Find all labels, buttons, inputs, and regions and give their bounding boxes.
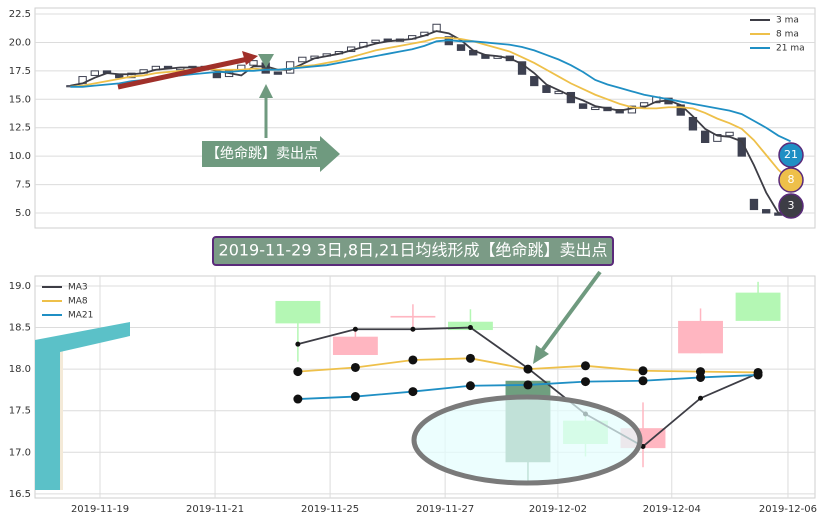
candle-body [713,134,722,142]
ma-point [293,394,303,404]
legend-label: MA3 [68,283,88,293]
candle-body [762,209,771,214]
plot-area [34,7,816,229]
candle-body [517,61,527,75]
end-badge-label: 8 [788,173,795,186]
ma-point [410,326,416,332]
ma-point [753,370,763,380]
candle-body [273,71,283,75]
ma-point [467,325,473,331]
plot-area [34,275,816,499]
x-tick-label: 2019-12-02 [529,504,587,515]
trend-arrow [117,56,249,90]
ma-point [638,376,648,386]
bottom-chart: 16.5 17.0 17.5 18.0 18.5 19.0 2019-11-19 2019-1… [9,275,817,515]
legend-label: MA8 [68,297,88,307]
candle-body [735,292,781,321]
y-tick-label: 7.5 [15,180,31,191]
y-tick-label: 17.0 [9,447,31,458]
ma-point [408,387,418,397]
candle-body [749,198,759,211]
x-tick-label: 2019-11-27 [416,504,474,515]
candle-body [591,106,600,111]
candle-body [90,70,99,76]
candle-body [678,320,723,354]
highlight-ellipse [411,394,643,486]
sell-arrow-head [259,84,273,98]
ma-point [293,367,303,377]
ma-point [580,377,590,387]
pointer-arrow [539,270,602,354]
legend-label: 21 ma [776,44,805,54]
candle-body [639,102,649,107]
ma-point [696,372,706,382]
y-tick-label: 12.5 [9,123,31,134]
end-badge [778,142,804,168]
annotation-box [202,136,340,172]
y-tick-label: 16.5 [9,489,31,500]
candle-body [578,103,588,109]
y-tick-label: 22.5 [9,9,31,20]
candle-body [390,315,436,318]
legend-label: 3 ma [776,16,799,26]
legend-label: MA21 [68,311,93,321]
trend-arrow-head [242,51,258,65]
top-chart: 5.0 7.5 10.0 12.5 15.0 17.5 20.0 22.5 3 ma 8 ma 21… [9,7,816,229]
candle-body [530,76,539,87]
ma-point [408,355,418,365]
candle-body [249,60,258,66]
candle-body [456,44,466,51]
candle-body [542,85,551,93]
candle-body [725,131,734,137]
ma-point [580,361,590,371]
ma-line [70,30,791,214]
candle-body [371,39,380,43]
y-tick-label: 17.5 [9,66,31,77]
x-tick-label: 2019-12-04 [643,504,701,515]
pointer-arrow-head [533,345,549,364]
banner [212,236,614,266]
sell-marker [258,54,274,68]
y-tick-label: 19.0 [9,281,31,292]
legend-label: 8 ma [776,30,799,40]
ma-point [523,364,533,374]
ma-point [465,381,475,391]
ma-point [523,380,533,390]
end-badge [778,193,804,219]
y-tick-label: 18.5 [9,323,31,334]
ma-point [350,362,360,372]
y-tick-label: 17.5 [9,406,31,417]
end-badge [778,167,804,193]
ma-point [465,353,475,363]
x-tick-label: 2019-11-21 [186,504,244,515]
candle-body [432,23,441,32]
y-tick-label: 5.0 [15,208,31,219]
candle-body [275,300,321,324]
ma-line [70,39,791,143]
y-tick-label: 18.0 [9,364,31,375]
end-badge-label: 21 [784,148,798,161]
x-tick-label: 2019-11-25 [301,504,359,515]
ma-point [698,395,704,401]
y-tick-label: 20.0 [9,37,31,48]
annotation: 【绝命跳】卖出点 [206,145,318,162]
end-badge-label: 3 [788,199,795,212]
x-tick-label: 2019-12-06 [759,504,817,515]
ma-point [295,341,301,347]
candle-body [332,336,378,355]
ma-point [352,326,358,332]
ma-point [638,366,648,376]
banner-title: 2019-11-29 3日,8日,21日均线形成【绝命跳】卖出点 [219,241,608,260]
y-tick-label: 10.0 [9,151,31,162]
candle-body [298,56,307,63]
ma-point [350,392,360,402]
candle-body [700,130,710,144]
x-tick-label: 2019-11-19 [71,504,129,515]
y-tick-label: 15.0 [9,94,31,105]
decoration-board [35,322,130,490]
